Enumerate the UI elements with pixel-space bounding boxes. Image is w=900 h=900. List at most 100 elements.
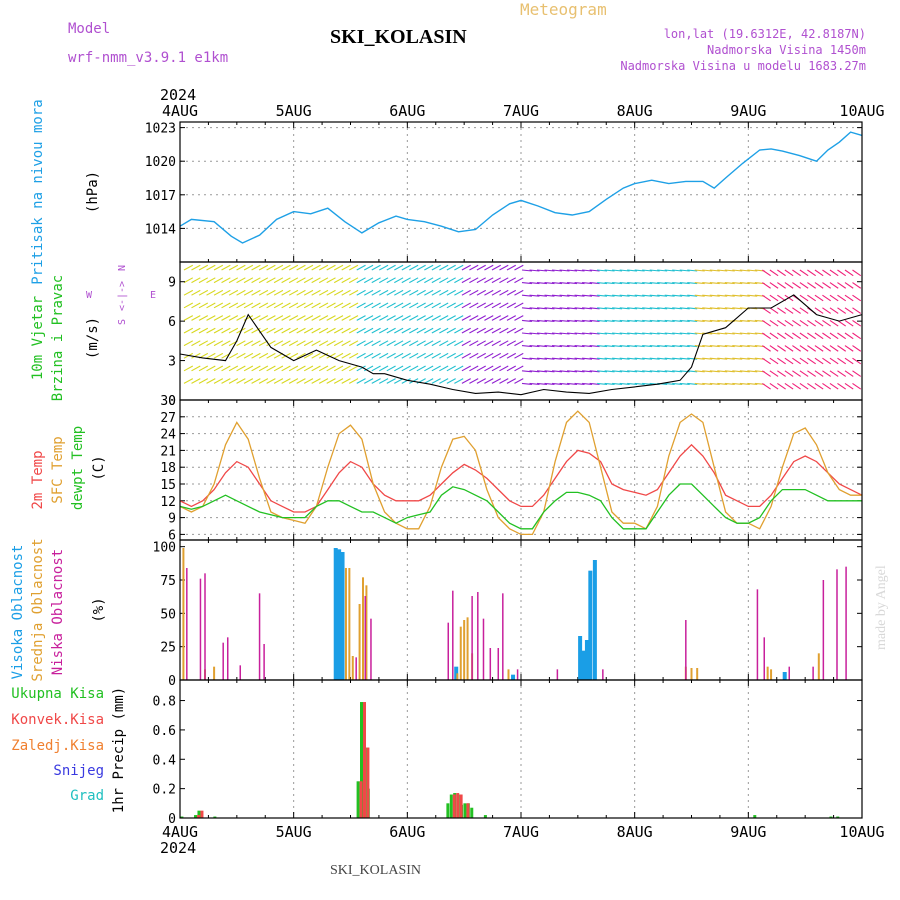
wind-barb bbox=[431, 365, 441, 372]
meteogram-title: Meteogram bbox=[520, 0, 607, 19]
wind-barb bbox=[333, 315, 344, 321]
wind-barb bbox=[213, 327, 224, 334]
wind-barb bbox=[379, 352, 389, 359]
wind-barb bbox=[597, 269, 608, 272]
wind-barb bbox=[318, 277, 329, 284]
wind-barb bbox=[243, 340, 254, 347]
wind-barb bbox=[394, 277, 404, 284]
wind-barb bbox=[469, 352, 479, 359]
wind-barb bbox=[303, 302, 314, 309]
wind-barb bbox=[431, 340, 441, 347]
wind-barb bbox=[829, 307, 839, 314]
wind-barb bbox=[642, 269, 653, 272]
wind-barb bbox=[702, 269, 713, 272]
cloud-ytick-label: 25 bbox=[160, 641, 176, 656]
temp-border bbox=[179, 399, 863, 541]
wind-barb bbox=[311, 264, 321, 271]
cloud-bar bbox=[696, 668, 699, 680]
wind-barb bbox=[792, 269, 801, 277]
wind-barb bbox=[394, 378, 404, 384]
wind-barb bbox=[266, 264, 276, 271]
wind-barb bbox=[251, 365, 261, 372]
wind-barb bbox=[228, 302, 239, 309]
wind-barb bbox=[191, 277, 201, 284]
wind-barb bbox=[288, 340, 299, 347]
wind-barb bbox=[446, 289, 456, 296]
wind-barb bbox=[341, 365, 351, 372]
wind-barb bbox=[401, 264, 411, 271]
wind-barb bbox=[288, 315, 299, 321]
wind-barb bbox=[454, 264, 464, 271]
wind-barb bbox=[469, 277, 479, 284]
model-elevation-text: Nadmorska Visina u modelu 1683.27m bbox=[620, 59, 866, 73]
wind-barb bbox=[672, 345, 683, 348]
wind-barb bbox=[762, 319, 771, 327]
wind-barb bbox=[491, 302, 501, 309]
wind-barb bbox=[642, 282, 653, 285]
lonlat-text: lon,lat (19.6312E, 42.8187N) bbox=[664, 27, 866, 41]
wind-barb bbox=[273, 340, 284, 347]
wind-barb bbox=[491, 264, 501, 271]
day-label-bottom: 5AUG bbox=[276, 823, 312, 841]
wind-barb bbox=[296, 302, 306, 309]
wind-barb bbox=[236, 289, 246, 296]
wind-barb bbox=[206, 365, 216, 372]
wind-barb bbox=[762, 357, 771, 365]
wind-barb bbox=[206, 315, 216, 321]
wind-barb bbox=[574, 282, 585, 285]
wind-barb bbox=[739, 294, 750, 297]
wind-barb bbox=[409, 315, 419, 321]
wind-barb bbox=[506, 327, 517, 334]
wind-barb bbox=[296, 340, 306, 347]
wind-barb bbox=[597, 357, 608, 360]
wind-barb bbox=[258, 289, 269, 296]
cloud-bar bbox=[364, 596, 367, 680]
wind-barb bbox=[424, 340, 434, 347]
wind-barb bbox=[852, 269, 862, 277]
wind-barb bbox=[371, 327, 381, 334]
wind-barb bbox=[612, 332, 623, 335]
wind-barb bbox=[454, 340, 464, 347]
compass-w: W bbox=[86, 290, 93, 301]
cloud-bar bbox=[258, 593, 261, 680]
wind-barb bbox=[649, 307, 660, 310]
wind-barb bbox=[348, 340, 359, 347]
pressure-ytick-label: 1017 bbox=[145, 189, 176, 204]
wind-barb bbox=[844, 269, 854, 277]
cloud-bar bbox=[466, 617, 469, 680]
wind-barb bbox=[724, 307, 735, 310]
wind-barb bbox=[273, 365, 284, 372]
wind-barb bbox=[311, 365, 321, 372]
wind-barb bbox=[348, 315, 359, 321]
wind-barb bbox=[206, 340, 216, 347]
wind-barb bbox=[822, 319, 832, 327]
wind-barb bbox=[837, 382, 847, 390]
wind-barb bbox=[799, 345, 809, 352]
day-label-bottom: 7AUG bbox=[503, 823, 539, 841]
wind-barb bbox=[814, 319, 824, 327]
temp-ytick-label: 15 bbox=[160, 478, 176, 493]
temp-line-0 bbox=[179, 443, 863, 513]
wind-barb bbox=[514, 277, 524, 284]
wind-barb bbox=[612, 345, 623, 348]
wind-barb bbox=[364, 340, 374, 347]
wind-barb bbox=[664, 332, 675, 335]
wind-barb bbox=[499, 327, 509, 334]
wind-ylabel-2: Brzina i Pravac bbox=[50, 275, 66, 401]
wind-barb bbox=[536, 319, 548, 322]
wind-barb bbox=[777, 332, 786, 340]
wind-barb bbox=[213, 378, 224, 384]
model-value: wrf-nmm_v3.9.1 e1km bbox=[68, 50, 228, 66]
wind-barb bbox=[364, 378, 374, 384]
wind-barb bbox=[416, 327, 426, 334]
wind-barb bbox=[251, 302, 261, 309]
wind-barb bbox=[649, 282, 660, 285]
wind-unit: (m/s) bbox=[85, 317, 101, 359]
wind-barb bbox=[604, 307, 615, 310]
wind-barb bbox=[664, 307, 675, 310]
wind-barb bbox=[371, 289, 381, 296]
precip-bar bbox=[363, 702, 367, 818]
wind-barb bbox=[529, 370, 540, 373]
wind-barb bbox=[348, 352, 359, 359]
wind-barb bbox=[634, 269, 645, 272]
